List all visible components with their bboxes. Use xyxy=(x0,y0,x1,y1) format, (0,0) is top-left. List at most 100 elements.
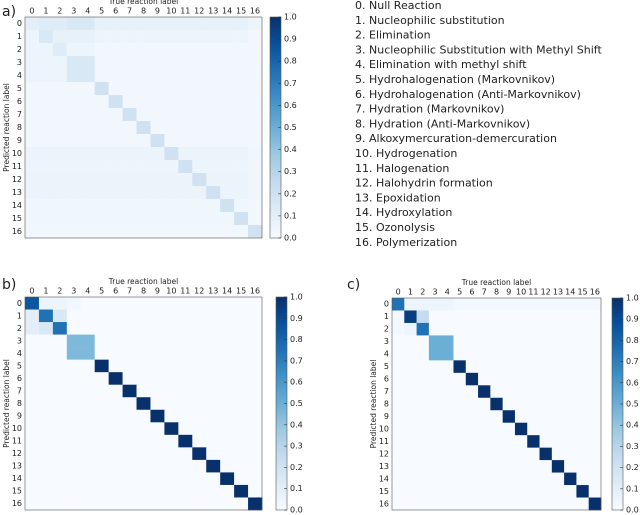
heatmap-cell xyxy=(453,348,466,361)
y-tick-label: 4 xyxy=(384,350,389,359)
heatmap-cell xyxy=(95,43,109,56)
heatmap-cell xyxy=(503,410,516,423)
y-tick-label: 7 xyxy=(17,386,22,395)
heatmap-cell xyxy=(478,485,491,498)
heatmap-cell xyxy=(137,212,151,225)
heatmap-cell xyxy=(192,297,206,310)
heatmap-cell xyxy=(53,147,67,160)
reaction-item: 5. Hydrohalogenation (Markovnikov) xyxy=(355,73,555,86)
heatmap-cell xyxy=(109,17,123,30)
heatmap-cell xyxy=(95,297,109,310)
heatmap-cell xyxy=(81,322,95,335)
heatmap-cell xyxy=(466,460,479,473)
y-tick-label: 6 xyxy=(384,375,389,384)
heatmap-cell xyxy=(206,360,220,373)
y-tick-label: 7 xyxy=(384,387,389,396)
heatmap-cell xyxy=(466,398,479,411)
heatmap-cell xyxy=(95,82,109,95)
heatmap-cell xyxy=(564,310,577,323)
heatmap-cell xyxy=(25,225,39,238)
heatmap-cell xyxy=(192,460,206,473)
heatmap-cell xyxy=(39,410,53,423)
heatmap-cell xyxy=(150,385,164,398)
heatmap-cell xyxy=(453,473,466,486)
heatmap-cell xyxy=(178,160,192,173)
heatmap-cell xyxy=(109,199,123,212)
heatmap-cell xyxy=(150,485,164,498)
heatmap-cell xyxy=(490,435,503,448)
colorbar-tick-label: 0.1 xyxy=(290,484,303,493)
heatmap-cell xyxy=(220,199,234,212)
heatmap-cell xyxy=(248,347,262,360)
heatmap-cell xyxy=(137,134,151,147)
heatmap-cell xyxy=(515,348,528,361)
y-tick-label: 9 xyxy=(384,412,389,421)
heatmap-cell xyxy=(576,498,589,511)
colorbar-tick-label: 0.2 xyxy=(284,189,297,198)
heatmap-cell xyxy=(248,485,262,498)
heatmap-cell xyxy=(552,348,565,361)
heatmap-cell xyxy=(576,473,589,486)
heatmap-cell xyxy=(25,30,39,43)
y-tick-label: 2 xyxy=(384,325,389,334)
heatmap-cell xyxy=(404,323,417,336)
y-tick-label: 15 xyxy=(12,214,22,223)
heatmap-cell xyxy=(527,435,540,448)
heatmap-cell xyxy=(53,95,67,108)
heatmap-cell xyxy=(192,186,206,199)
heatmap-cell xyxy=(39,422,53,435)
reaction-item: 9. Alkoxymercuration-demercuration xyxy=(355,132,557,145)
heatmap-cell xyxy=(178,422,192,435)
heatmap-cell xyxy=(417,448,430,461)
heatmap-cell xyxy=(95,69,109,82)
heatmap-cell xyxy=(478,410,491,423)
heatmap-cell xyxy=(417,423,430,436)
heatmap-cell xyxy=(248,297,262,310)
reaction-item: 0. Null Reaction xyxy=(355,0,442,12)
heatmap-cell xyxy=(123,212,137,225)
heatmap-cell xyxy=(81,310,95,323)
heatmap-cell xyxy=(453,385,466,398)
heatmap-cell xyxy=(466,373,479,386)
heatmap-cell xyxy=(540,485,553,498)
heatmap-cell xyxy=(150,397,164,410)
y-tick-label: 6 xyxy=(17,374,22,383)
y-tick-label: 1 xyxy=(17,32,22,41)
heatmap-cell xyxy=(206,82,220,95)
y-tick-label: 9 xyxy=(17,412,22,421)
heatmap-cell xyxy=(478,435,491,448)
heatmap-cell xyxy=(53,335,67,348)
heatmap-cell xyxy=(95,199,109,212)
y-tick-label: 12 xyxy=(12,449,22,458)
y-tick-label: 11 xyxy=(12,162,22,171)
heatmap-cell xyxy=(25,385,39,398)
heatmap-cell xyxy=(206,147,220,160)
heatmap-cell xyxy=(95,410,109,423)
heatmap-cell xyxy=(192,121,206,134)
heatmap-cell xyxy=(429,423,442,436)
heatmap-cell xyxy=(25,212,39,225)
heatmap-cell xyxy=(25,69,39,82)
heatmap-cell xyxy=(53,422,67,435)
heatmap-cell xyxy=(67,82,81,95)
heatmap-cell xyxy=(540,323,553,336)
heatmap-cell xyxy=(234,497,248,510)
heatmap-cell xyxy=(552,448,565,461)
heatmap-cell xyxy=(417,460,430,473)
heatmap-cell xyxy=(515,498,528,511)
y-tick-label: 4 xyxy=(17,71,22,80)
heatmap-cell xyxy=(109,360,123,373)
heatmap-cell xyxy=(220,225,234,238)
heatmap-cell xyxy=(466,385,479,398)
heatmap-cell xyxy=(552,360,565,373)
heatmap-cell xyxy=(206,134,220,147)
heatmap-cell xyxy=(123,497,137,510)
heatmap-cell xyxy=(220,460,234,473)
heatmap-cell xyxy=(164,108,178,121)
heatmap-cell xyxy=(220,160,234,173)
heatmap-cell xyxy=(178,472,192,485)
heatmap-cell xyxy=(164,410,178,423)
heatmap-cell xyxy=(164,372,178,385)
heatmap-cell xyxy=(164,297,178,310)
heatmap-cell xyxy=(150,372,164,385)
